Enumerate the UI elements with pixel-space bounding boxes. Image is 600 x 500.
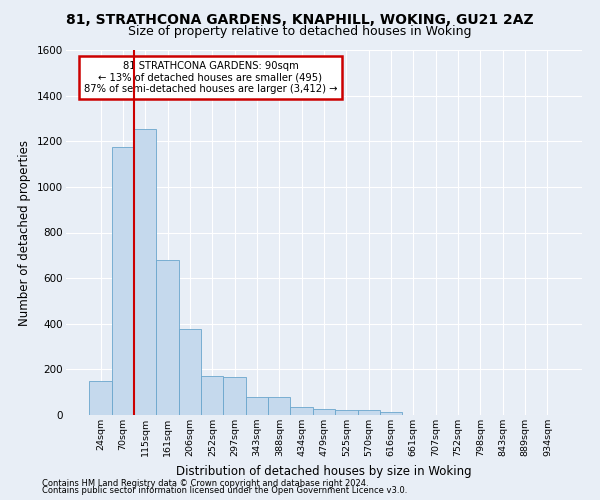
Bar bbox=[380, 412, 402, 415]
Text: Contains public sector information licensed under the Open Government Licence v3: Contains public sector information licen… bbox=[42, 486, 407, 495]
Bar bbox=[134, 128, 157, 415]
Bar bbox=[268, 397, 290, 415]
Bar bbox=[179, 330, 201, 415]
Bar bbox=[223, 378, 246, 415]
Text: Size of property relative to detached houses in Woking: Size of property relative to detached ho… bbox=[128, 25, 472, 38]
Bar bbox=[313, 408, 335, 415]
Bar bbox=[89, 381, 112, 415]
Bar bbox=[358, 410, 380, 415]
Text: Contains HM Land Registry data © Crown copyright and database right 2024.: Contains HM Land Registry data © Crown c… bbox=[42, 478, 368, 488]
Bar bbox=[246, 397, 268, 415]
Bar bbox=[201, 376, 223, 415]
X-axis label: Distribution of detached houses by size in Woking: Distribution of detached houses by size … bbox=[176, 464, 472, 477]
Text: 81 STRATHCONA GARDENS: 90sqm
← 13% of detached houses are smaller (495)
87% of s: 81 STRATHCONA GARDENS: 90sqm ← 13% of de… bbox=[84, 61, 337, 94]
Bar bbox=[290, 407, 313, 415]
Bar bbox=[335, 410, 358, 415]
Y-axis label: Number of detached properties: Number of detached properties bbox=[19, 140, 31, 326]
Text: 81, STRATHCONA GARDENS, KNAPHILL, WOKING, GU21 2AZ: 81, STRATHCONA GARDENS, KNAPHILL, WOKING… bbox=[66, 12, 534, 26]
Bar bbox=[157, 260, 179, 415]
Bar bbox=[112, 147, 134, 415]
